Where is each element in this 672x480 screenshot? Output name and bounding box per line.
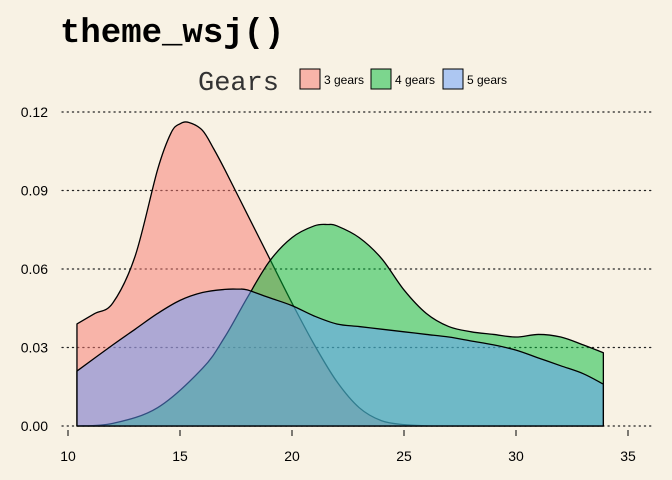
legend-items: 3 gears 4 gears 5 gears — [299, 68, 507, 90]
legend-swatch — [442, 68, 464, 90]
y-tick-label: 0.03 — [21, 340, 48, 356]
legend: Gears 3 gears 4 gears 5 gears — [198, 68, 507, 99]
legend-label: 5 gears — [467, 73, 507, 87]
density-areas — [76, 121, 605, 427]
x-tick-label: 35 — [620, 448, 636, 464]
y-tick-label: 0.00 — [21, 418, 48, 434]
legend-title: Gears — [198, 69, 279, 99]
y-tick-label: 0.09 — [21, 183, 48, 199]
x-tick-label: 30 — [508, 448, 524, 464]
x-tick-label: 15 — [172, 448, 188, 464]
chart-title: theme_wsj() — [60, 15, 284, 53]
x-tick-label: 20 — [284, 448, 300, 464]
density-area-3 — [76, 288, 605, 427]
x-tick-label: 25 — [396, 448, 412, 464]
x-axis: 10 15 20 25 30 35 — [60, 430, 636, 464]
y-tick-label: 0.06 — [21, 261, 48, 277]
legend-swatch — [299, 68, 321, 90]
y-tick-label: 0.12 — [21, 104, 48, 120]
legend-label: 4 gears — [395, 73, 435, 87]
y-axis: 0.00 0.03 0.06 0.09 0.12 — [21, 104, 48, 434]
legend-swatch — [370, 68, 392, 90]
x-tick-label: 10 — [60, 448, 76, 464]
legend-label: 3 gears — [324, 73, 364, 87]
